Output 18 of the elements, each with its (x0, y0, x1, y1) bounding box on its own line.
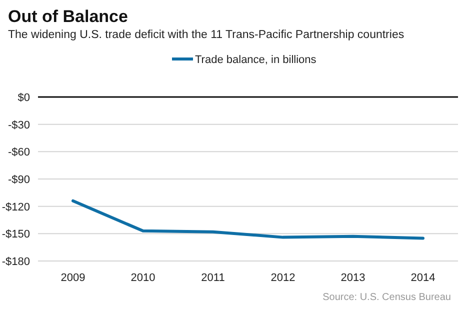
y-tick-label: -$150 (2, 228, 30, 241)
y-tick-label: -$90 (8, 174, 30, 186)
y-tick-label: -$60 (8, 146, 30, 159)
x-tick-label: 2014 (410, 272, 436, 284)
chart-subtitle: The widening U.S. trade deficit with the 11 Trans-Pacific Partnership countries (8, 29, 404, 41)
x-tick-label: 2011 (201, 272, 225, 284)
x-tick-label: 2010 (130, 272, 156, 284)
y-tick-label: $0 (18, 92, 30, 104)
legend-label: Trade balance, in billions (195, 54, 317, 66)
y-tick-label: -$30 (8, 119, 30, 132)
chart-title: Out of Balance (8, 7, 128, 26)
x-tick-label: 2013 (340, 272, 366, 284)
y-tick-label: -$120 (2, 201, 30, 214)
source-note: Source: U.S. Census Bureau (322, 292, 451, 303)
line-series (72, 199, 424, 240)
y-tick-label: -$180 (2, 256, 30, 268)
x-tick-label: 2009 (60, 272, 86, 284)
x-tick-label: 2012 (270, 272, 296, 284)
